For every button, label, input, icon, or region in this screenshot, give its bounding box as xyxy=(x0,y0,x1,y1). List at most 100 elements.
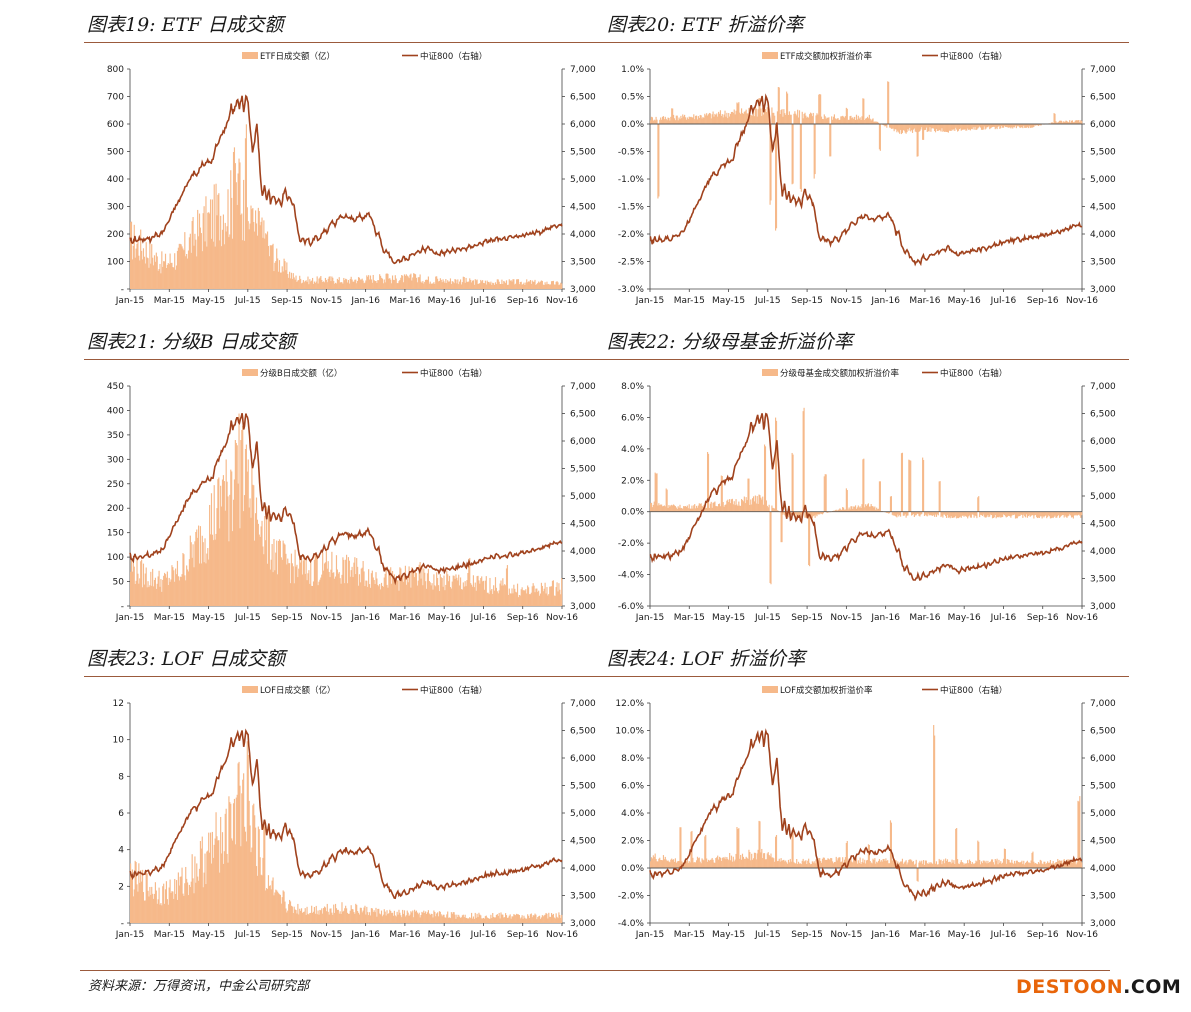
bar-mark xyxy=(850,115,852,124)
bar-mark xyxy=(413,570,415,606)
bar-mark xyxy=(964,863,966,868)
bar-mark xyxy=(262,857,264,923)
x-tick-label: Nov-16 xyxy=(546,613,578,623)
bar-mark xyxy=(763,504,765,512)
bar-mark xyxy=(786,863,789,868)
chart-svg: 12108642-7,0006,5006,0005,5005,0004,5004… xyxy=(113,685,596,940)
bar-mark xyxy=(1059,120,1061,124)
bar-mark xyxy=(449,587,452,606)
bar-mark xyxy=(947,862,949,868)
bar-mark xyxy=(711,507,713,512)
bar-mark xyxy=(829,859,831,868)
bar-mark xyxy=(725,859,727,868)
bar-mark xyxy=(385,915,387,923)
bar-mark xyxy=(1056,122,1058,124)
bar-mark xyxy=(1042,511,1044,517)
bar-mark xyxy=(156,583,158,606)
bar-mark xyxy=(147,581,149,606)
bar-mark xyxy=(471,586,474,606)
bar-mark xyxy=(318,914,320,923)
bar-mark xyxy=(508,588,510,606)
bar-mark xyxy=(133,566,135,606)
legend-bar-swatch xyxy=(242,686,258,693)
x-tick-label: May-16 xyxy=(428,930,461,940)
bar-mark xyxy=(787,511,790,518)
bar-mark xyxy=(142,892,145,923)
bar-mark xyxy=(837,858,839,868)
bar-mark xyxy=(215,183,217,289)
bar-mark xyxy=(869,118,871,124)
bar-mark xyxy=(803,113,805,124)
bar-mark xyxy=(1054,511,1056,516)
bar-mark xyxy=(885,858,887,868)
x-tick-label: Jul-15 xyxy=(754,296,781,306)
bar-mark xyxy=(203,206,205,289)
bar-mark xyxy=(320,577,322,606)
bar-mark xyxy=(1071,511,1074,518)
bar-mark xyxy=(254,231,256,289)
bar-mark xyxy=(1078,120,1080,124)
bar-mark xyxy=(813,861,815,868)
bar-mark xyxy=(699,861,701,868)
bar-mark xyxy=(219,240,221,289)
left-tick-label: 10.0% xyxy=(615,727,644,737)
bar-mark xyxy=(1070,511,1072,516)
bar-mark xyxy=(820,862,823,868)
bar-mark xyxy=(712,502,714,512)
bar-mark xyxy=(336,569,338,606)
bar-mark xyxy=(349,576,351,606)
bar-mark xyxy=(442,914,444,923)
bar-mark xyxy=(798,110,801,124)
bar-mark xyxy=(205,196,207,289)
bar-mark xyxy=(505,283,507,289)
bar-mark xyxy=(254,815,256,923)
bar-mark xyxy=(786,91,788,124)
bar-mark xyxy=(870,120,872,124)
left-tick-label: 600 xyxy=(107,120,124,130)
bar-mark xyxy=(143,900,145,923)
bar-mark xyxy=(272,877,274,923)
bar-mark xyxy=(340,913,342,923)
bar-mark xyxy=(530,592,532,606)
bar-mark xyxy=(281,266,283,289)
bar-mark xyxy=(215,812,217,923)
bar-mark xyxy=(1044,511,1046,517)
bar-mark xyxy=(412,910,414,923)
bar-mark xyxy=(706,451,709,512)
bar-mark xyxy=(1027,124,1029,129)
bar-mark xyxy=(255,513,257,606)
bar-mark xyxy=(185,256,187,289)
bar-mark xyxy=(134,860,136,923)
bar-mark xyxy=(183,554,185,606)
bar-mark xyxy=(1043,861,1045,868)
bar-mark xyxy=(897,124,899,131)
bar-mark xyxy=(326,282,328,289)
bar-mark xyxy=(979,124,982,128)
bar-mark xyxy=(1057,511,1059,517)
bar-mark xyxy=(346,282,349,289)
bar-mark xyxy=(140,561,142,606)
bar-mark xyxy=(940,511,942,518)
bar-mark xyxy=(273,895,275,923)
bar-mark xyxy=(846,108,848,124)
bar-mark xyxy=(1019,862,1021,868)
bar-mark xyxy=(705,835,707,868)
bar-mark xyxy=(135,580,137,606)
bar-mark xyxy=(176,250,179,289)
bar-mark xyxy=(1009,862,1011,868)
right-tick-label: 5,500 xyxy=(570,782,596,792)
bar-mark xyxy=(753,501,756,512)
bar-mark xyxy=(208,212,210,289)
bar-mark xyxy=(316,914,318,923)
bar-mark xyxy=(908,859,910,868)
bar-mark xyxy=(659,505,661,512)
bar-mark xyxy=(322,281,324,289)
bar-mark xyxy=(248,507,250,606)
bar-mark xyxy=(780,110,782,124)
bar-mark xyxy=(325,279,327,289)
bar-mark xyxy=(880,860,882,868)
bar-mark xyxy=(864,507,866,512)
bar-mark xyxy=(763,853,765,868)
bar-mark xyxy=(417,277,419,289)
bar-mark xyxy=(324,907,327,923)
